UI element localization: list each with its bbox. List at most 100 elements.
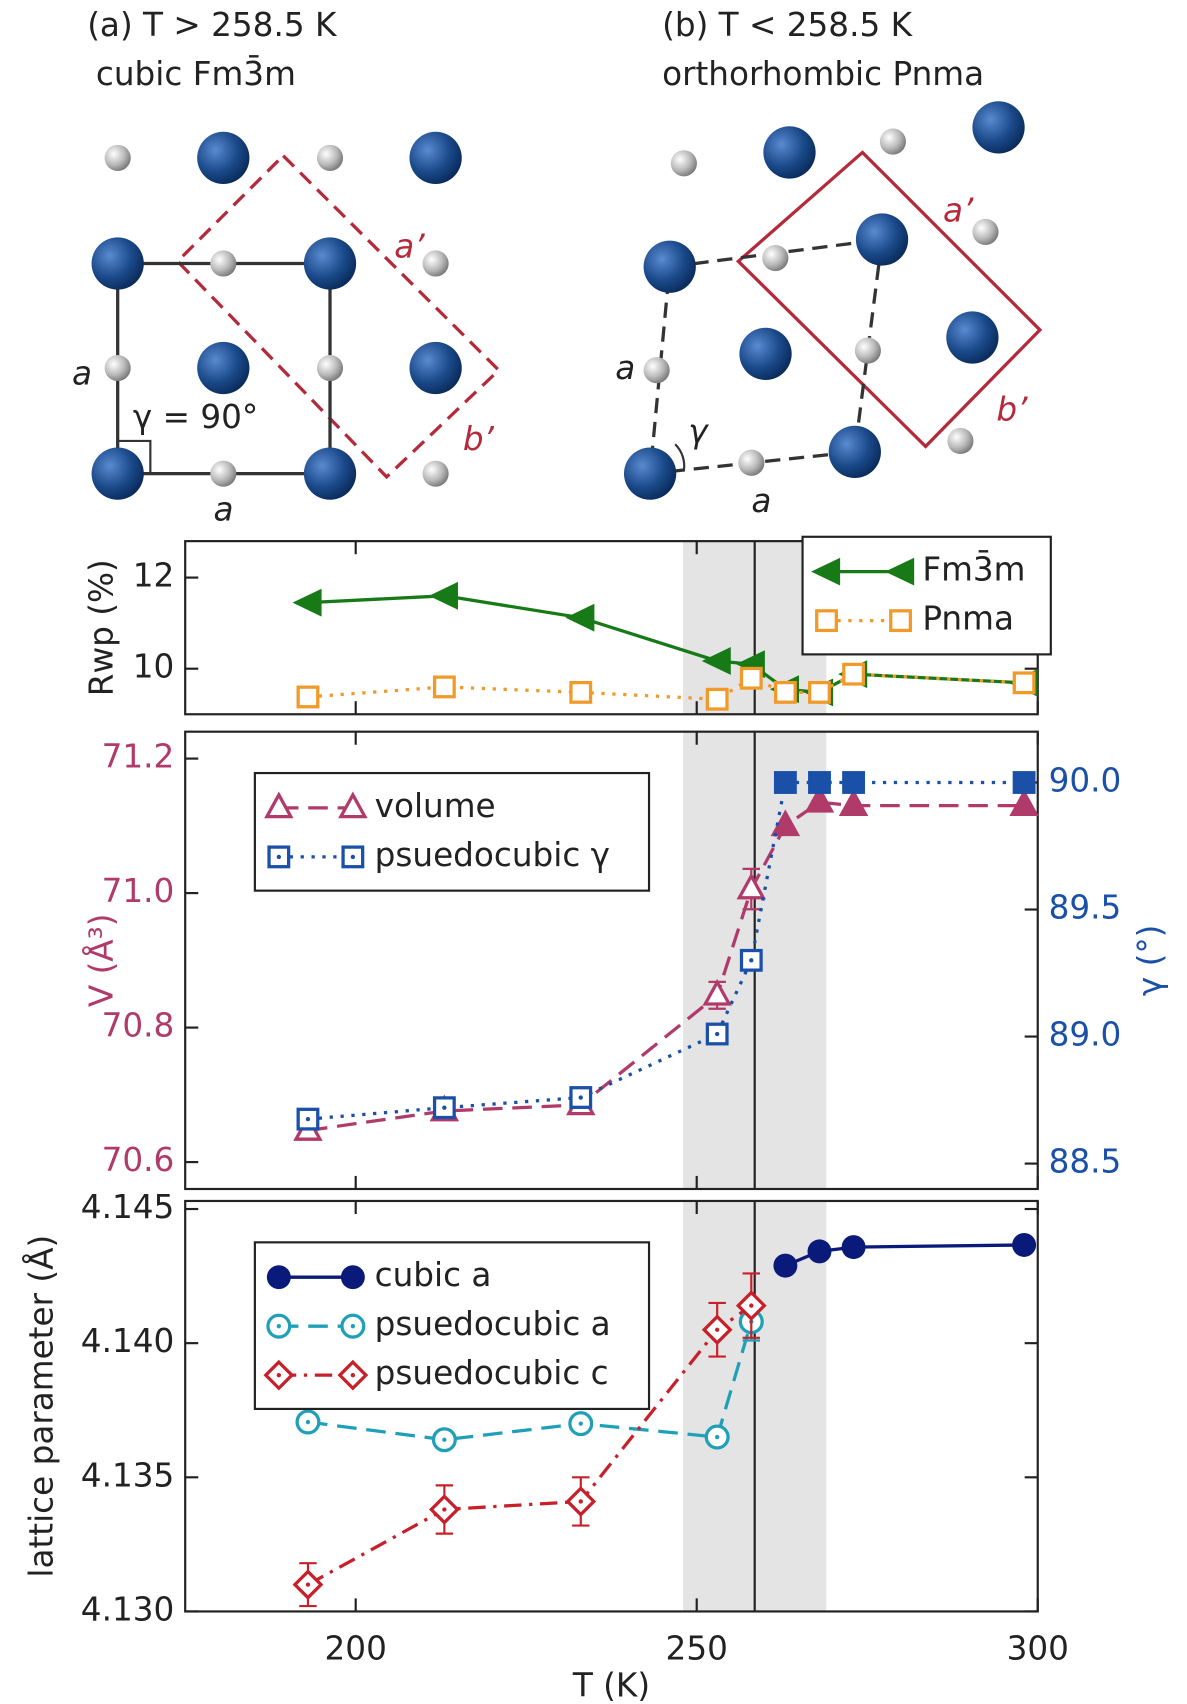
legend-marker <box>815 609 838 633</box>
data-point <box>569 1086 593 1109</box>
atoms <box>623 101 1025 500</box>
y2-tick-label: 90.0 <box>1049 761 1122 799</box>
data-point <box>701 647 731 675</box>
legend-label: Fm3̄m <box>922 550 1025 589</box>
data-point <box>770 809 801 837</box>
marker-part <box>276 1324 282 1329</box>
data-point <box>432 675 456 699</box>
marker-part <box>842 662 866 686</box>
marker-part <box>749 958 754 963</box>
data-point <box>705 687 729 711</box>
legend-box <box>253 771 651 892</box>
marker-part <box>296 685 320 709</box>
marker-part <box>276 1372 282 1378</box>
marker-part <box>442 1437 447 1442</box>
data-point <box>773 771 797 794</box>
y2-tick-label: 88.5 <box>1049 1143 1122 1181</box>
data-point <box>807 1239 832 1264</box>
series-line <box>307 672 1025 701</box>
data-point <box>432 1096 456 1120</box>
chart: 70.6 70.8 71.0 71.2 88.5 89.0 89.5 90.0 V (Å³) γ … <box>83 730 1169 1191</box>
marker-part <box>736 872 767 900</box>
data-point <box>705 1022 729 1046</box>
marker-part <box>578 1421 583 1426</box>
marker-part <box>350 1372 356 1378</box>
y-tick-label: 4.135 <box>81 1456 175 1494</box>
marker-part <box>739 666 763 690</box>
plot-frame <box>184 730 1039 1191</box>
data-point <box>804 785 835 813</box>
marker-part <box>266 1265 291 1290</box>
marker-part <box>838 789 869 817</box>
marker-part <box>442 1507 447 1512</box>
label: a <box>615 349 635 387</box>
y-tick-label: 70.8 <box>102 1007 175 1045</box>
marker-part <box>1012 771 1036 794</box>
data-point <box>431 1427 457 1453</box>
label: a <box>214 491 234 529</box>
marker-part <box>305 1419 311 1425</box>
legend-marker <box>263 1359 295 1391</box>
data-point <box>428 581 458 610</box>
data-point <box>841 1235 866 1260</box>
y2-tick-label: 89.0 <box>1049 1016 1122 1054</box>
data-point <box>838 789 869 817</box>
marker-part <box>808 771 831 794</box>
legend-marker <box>341 845 365 869</box>
label: b’ <box>463 420 495 458</box>
panel-title: (b) T < 258.5 K <box>662 6 914 44</box>
y-tick-label: 4.145 <box>81 1188 175 1226</box>
y2-tick-label: 89.5 <box>1049 889 1122 927</box>
marker-part <box>770 809 801 837</box>
marker-part <box>432 675 456 699</box>
legend-label: psuedocubic a <box>375 1305 611 1343</box>
legend-marker <box>266 1313 292 1339</box>
data-point <box>292 588 322 617</box>
marker-part <box>442 1105 447 1110</box>
marker-part <box>749 1303 754 1308</box>
legend-marker <box>266 1265 291 1290</box>
label: γ = 90° <box>133 398 258 436</box>
marker-part <box>305 1116 311 1122</box>
data-point <box>1012 1232 1037 1257</box>
data-point <box>704 1424 730 1450</box>
marker-part <box>305 1582 311 1587</box>
data-point <box>292 1569 324 1600</box>
data-point <box>701 1314 733 1346</box>
marker-part <box>578 1095 583 1100</box>
marker-part <box>715 1031 720 1037</box>
marker-part <box>701 647 731 675</box>
legend-marker <box>885 557 915 586</box>
plot-frame <box>184 1199 1039 1613</box>
marker-part <box>841 1235 866 1260</box>
data-point <box>295 1409 321 1435</box>
legend-box <box>801 535 1052 656</box>
y2-axis-label: γ (°) <box>1131 925 1169 997</box>
atoms <box>91 131 462 500</box>
label: a’ <box>394 227 425 265</box>
x-tick-label: 300 <box>1007 1630 1069 1668</box>
marker-part <box>340 1265 365 1290</box>
marker-part <box>428 581 458 610</box>
label: a’ <box>943 191 974 229</box>
marker-part <box>842 771 866 794</box>
marker-part <box>569 680 593 704</box>
marker-part <box>565 603 595 632</box>
y-axis-label: Rwp (%) <box>83 559 121 696</box>
y-tick-label: 4.130 <box>81 1590 175 1628</box>
marker-part <box>350 854 356 860</box>
panel-subtitle: cubic Fm3̄m <box>96 54 296 93</box>
marker-part <box>338 791 368 819</box>
legend: cubic a psuedocubic a psuedocubic c <box>253 1241 651 1411</box>
marker-part <box>264 791 294 819</box>
y-tick-label: 12 <box>133 557 175 595</box>
marker-part <box>1009 789 1039 817</box>
label: a <box>751 482 771 520</box>
data-point <box>735 1290 767 1321</box>
marker-part <box>815 609 838 633</box>
supercell <box>735 150 1043 449</box>
label: γ <box>688 412 709 450</box>
data-point <box>842 771 866 794</box>
marker-part <box>702 978 732 1006</box>
